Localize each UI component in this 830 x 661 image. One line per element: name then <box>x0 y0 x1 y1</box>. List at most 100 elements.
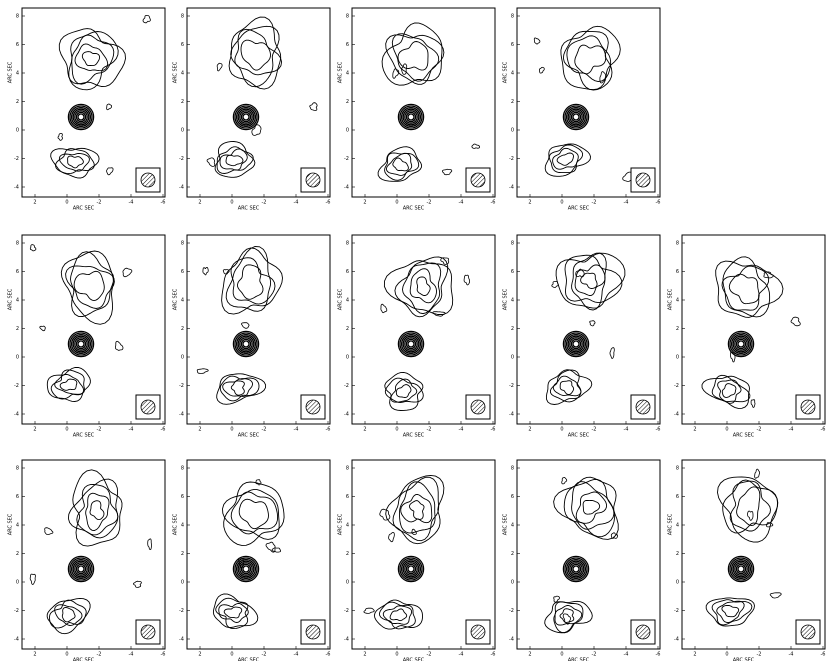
x-axis-label: ARC SEC <box>73 433 95 439</box>
core-contour <box>402 560 420 578</box>
x-tick-label: 0 <box>395 427 398 433</box>
y-tick-label: 6 <box>346 269 349 275</box>
core-contour <box>239 562 253 576</box>
x-tick-label: -2 <box>262 200 267 206</box>
core-contour <box>735 563 747 575</box>
core-contour <box>565 333 587 355</box>
y-axis-label: ARC SEC <box>8 61 14 83</box>
y-tick-label: 6 <box>511 269 514 275</box>
x-tick-label: 0 <box>560 427 563 433</box>
core-contour <box>234 557 258 581</box>
contour <box>46 597 91 635</box>
plot-frame <box>186 234 331 425</box>
contour <box>89 500 105 521</box>
contour <box>556 152 574 166</box>
y-axis-label: ARC SEC <box>173 513 179 535</box>
y-tick-label: 2 <box>676 551 679 557</box>
x-tick-label: 0 <box>725 427 728 433</box>
contour <box>382 605 413 625</box>
core-contour <box>735 338 747 350</box>
x-tick-label: -2 <box>97 200 102 206</box>
contour <box>70 251 115 317</box>
y-tick-label: 2 <box>181 99 184 105</box>
contour <box>563 478 616 538</box>
panel: 2 0 -2 -4 -6 8 6 4 2 0 -2 -4 ARC SEC ARC SEC <box>173 459 331 661</box>
contour <box>71 34 115 85</box>
y-tick-label: -2 <box>179 608 184 614</box>
contour <box>237 264 264 300</box>
core-contour <box>565 558 587 580</box>
y-tick-label: 6 <box>16 494 19 500</box>
y-tick-label: 4 <box>511 71 514 77</box>
y-tick-label: 8 <box>511 466 514 472</box>
contour <box>401 63 408 75</box>
plot-frame <box>516 234 661 425</box>
contour <box>215 597 249 630</box>
core-contour <box>400 558 422 580</box>
contour <box>379 508 391 521</box>
x-tick-label: -4 <box>129 427 134 433</box>
y-tick-label: -2 <box>674 383 679 389</box>
core-contour <box>397 555 425 583</box>
x-tick-label: -6 <box>491 427 496 433</box>
contour <box>599 71 606 84</box>
y-tick-label: 8 <box>181 466 184 472</box>
contour <box>552 147 579 170</box>
y-tick-label: 0 <box>676 355 679 361</box>
y-tick-label: 2 <box>511 551 514 557</box>
y-tick-label: 6 <box>676 494 679 500</box>
core-contour <box>74 562 88 576</box>
core-contour <box>569 562 583 576</box>
y-tick-label: -2 <box>14 608 19 614</box>
core-contour <box>564 557 588 581</box>
x-tick-label: 0 <box>230 652 233 658</box>
y-tick-label: -2 <box>674 608 679 614</box>
panel: 2 0 -2 -4 -6 8 6 4 2 0 -2 -4 ARC SEC ARC SEC <box>668 459 826 661</box>
y-tick-label: -4 <box>179 637 184 643</box>
contour <box>309 102 318 111</box>
x-tick-label: 2 <box>198 652 201 658</box>
contour <box>228 16 282 90</box>
plot-frame <box>21 7 166 198</box>
core-contour <box>74 110 88 124</box>
core-contour <box>75 563 87 575</box>
contour <box>255 479 262 486</box>
y-tick-label: 0 <box>16 128 19 134</box>
panel: 2 0 -2 -4 -6 8 6 4 2 0 -2 -4 ARC SEC ARC SEC <box>8 7 166 212</box>
y-tick-label: 8 <box>181 14 184 20</box>
panel: 2 0 -2 -4 -6 8 6 4 2 0 -2 -4 ARC SEC ARC SEC <box>503 459 661 661</box>
contour <box>115 340 124 351</box>
y-axis-label: ARC SEC <box>503 288 509 310</box>
core-contour <box>404 562 418 576</box>
core-contour <box>67 330 95 358</box>
core-contour <box>72 108 90 126</box>
contour <box>386 152 413 176</box>
contour <box>230 491 279 535</box>
contour <box>29 244 37 252</box>
x-axis-label: ARC SEC <box>403 206 425 212</box>
y-tick-label: 2 <box>346 99 349 105</box>
y-tick-label: 6 <box>511 42 514 48</box>
beam <box>635 624 651 640</box>
core-contour <box>399 557 423 581</box>
plot-frame <box>351 459 496 650</box>
x-tick-label: -2 <box>427 652 432 658</box>
core-contour <box>67 555 95 583</box>
y-tick-label: -4 <box>14 637 19 643</box>
plot-frame <box>186 459 331 650</box>
contour <box>241 322 250 329</box>
contour <box>379 601 416 630</box>
contour <box>59 378 78 391</box>
x-tick-label: -4 <box>459 200 464 206</box>
core-contour <box>67 103 95 131</box>
core-contour <box>69 557 93 581</box>
panel: 2 0 -2 -4 -6 8 6 4 2 0 -2 -4 ARC SEC ARC SEC <box>173 7 331 212</box>
x-tick-label: -6 <box>821 427 826 433</box>
x-tick-label: -6 <box>161 652 166 658</box>
x-tick-label: -6 <box>326 427 331 433</box>
contour <box>202 267 209 276</box>
contour <box>391 33 440 82</box>
core-contour <box>400 106 422 128</box>
contour <box>736 486 761 526</box>
y-tick-label: 0 <box>511 128 514 134</box>
